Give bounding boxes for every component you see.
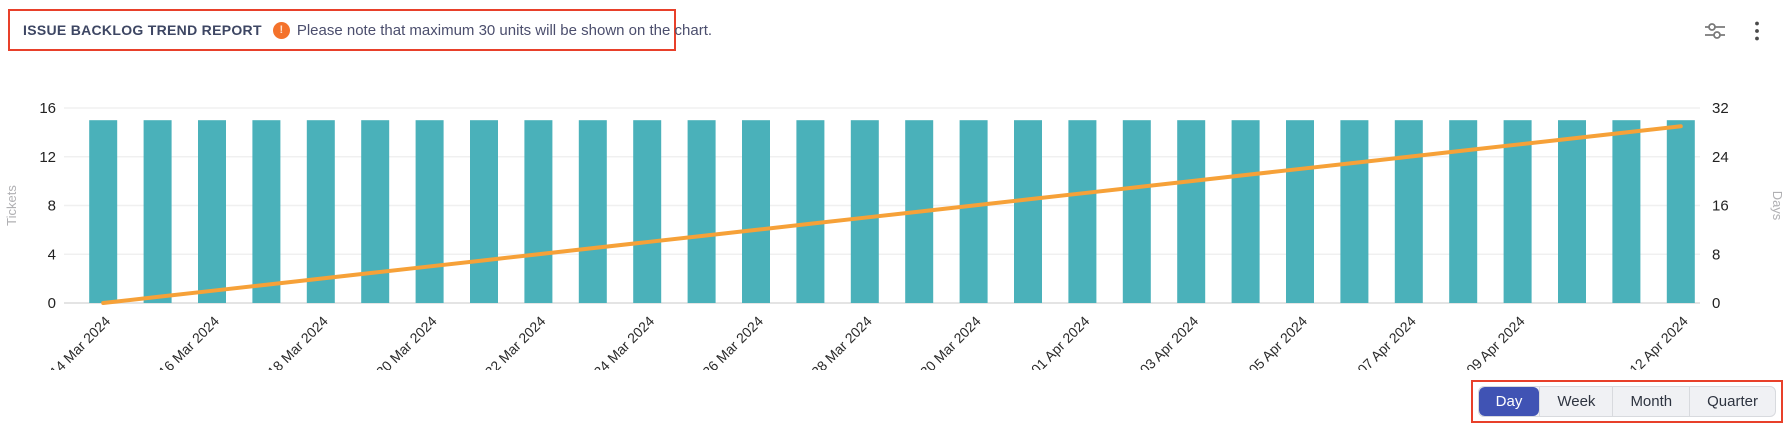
right-axis-tick: 8 xyxy=(1712,246,1720,263)
bar xyxy=(1558,120,1586,303)
left-axis-tick: 8 xyxy=(48,198,56,215)
bar xyxy=(1666,120,1695,303)
bar xyxy=(687,120,716,303)
chart-toolbar xyxy=(1702,18,1762,44)
bar xyxy=(1503,120,1532,303)
bar xyxy=(1014,120,1042,303)
bar xyxy=(524,120,553,303)
bar xyxy=(1286,120,1314,303)
period-option-month[interactable]: Month xyxy=(1612,387,1689,416)
x-axis-tick: 09 Apr 2024 xyxy=(1463,313,1528,370)
annotation-box-period-toggle: Day Week Month Quarter xyxy=(1470,380,1783,423)
bar xyxy=(850,120,879,303)
x-axis-tick: 28 Mar 2024 xyxy=(808,313,875,370)
right-axis-tick: 32 xyxy=(1712,100,1729,117)
bar xyxy=(470,120,498,303)
alert-circle-icon: ! xyxy=(272,21,290,39)
x-axis-tick: 24 Mar 2024 xyxy=(590,313,657,370)
x-axis-tick: 26 Mar 2024 xyxy=(699,313,766,370)
bar xyxy=(306,120,335,303)
period-toggle-group: Day Week Month Quarter xyxy=(1477,386,1776,417)
left-axis-tick: 12 xyxy=(39,149,56,166)
x-axis-tick: 22 Mar 2024 xyxy=(482,313,549,370)
filter-sliders-icon xyxy=(1705,23,1725,39)
max-units-note: ! Please note that maximum 30 units will… xyxy=(272,21,713,39)
x-axis-tick: 03 Apr 2024 xyxy=(1137,313,1202,370)
bar xyxy=(1612,120,1641,303)
gridlines: 0 0 4 8 8 16 12 24 16 32 xyxy=(39,100,1728,312)
annotation-box-header: ISSUE BACKLOG TREND REPORT ! Please note… xyxy=(8,9,712,51)
bar xyxy=(1340,120,1369,303)
period-option-quarter[interactable]: Quarter xyxy=(1689,387,1775,416)
period-option-day[interactable]: Day xyxy=(1478,387,1540,416)
x-axis-labels: 14 Mar 2024 16 Mar 2024 18 Mar 2024 20 Mar … xyxy=(46,313,1691,370)
right-axis-tick: 16 xyxy=(1712,198,1729,215)
bar xyxy=(1068,120,1097,303)
bar xyxy=(633,120,662,303)
bar xyxy=(959,120,988,303)
kebab-menu-icon xyxy=(1755,21,1759,41)
bar xyxy=(1231,120,1260,303)
left-axis-tick: 0 xyxy=(48,295,56,312)
bar xyxy=(1122,120,1151,303)
x-axis-tick: 14 Mar 2024 xyxy=(46,313,113,370)
left-axis-tick: 16 xyxy=(39,100,56,117)
bar xyxy=(742,120,770,303)
x-axis-tick: 07 Apr 2024 xyxy=(1354,313,1419,370)
bar xyxy=(198,120,226,303)
bar xyxy=(1177,120,1206,303)
x-axis-tick: 20 Mar 2024 xyxy=(373,313,440,370)
right-axis-tick: 0 xyxy=(1712,295,1720,312)
note-text: Please note that maximum 30 units will b… xyxy=(296,21,713,39)
left-axis-tick: 4 xyxy=(48,246,56,263)
trend-line-days xyxy=(101,124,1683,305)
right-axis-title: Days xyxy=(1770,191,1785,221)
page-title: ISSUE BACKLOG TREND REPORT xyxy=(23,22,262,38)
bar xyxy=(89,120,118,303)
bar xyxy=(252,120,281,303)
kebab-menu-button[interactable] xyxy=(1752,18,1762,44)
x-axis-tick: 12 Apr 2024 xyxy=(1626,313,1691,370)
bar xyxy=(796,120,825,303)
right-axis-tick: 24 xyxy=(1712,149,1729,166)
x-axis-tick: 01 Apr 2024 xyxy=(1028,313,1093,370)
bars-series-tickets xyxy=(89,120,1695,303)
bar xyxy=(1394,120,1423,303)
backlog-trend-chart: 0 0 4 8 8 16 12 24 16 32 Tickets Days 14 Mar 2024 16 … xyxy=(4,100,1785,370)
x-axis-tick: 05 Apr 2024 xyxy=(1245,313,1310,370)
bar xyxy=(143,120,172,303)
bar xyxy=(415,120,444,303)
x-axis-tick: 30 Mar 2024 xyxy=(917,313,984,370)
period-option-week[interactable]: Week xyxy=(1539,387,1612,416)
filter-sliders-button[interactable] xyxy=(1702,19,1728,43)
bar xyxy=(578,120,607,303)
x-axis-tick: 18 Mar 2024 xyxy=(264,313,331,370)
x-axis-tick: 16 Mar 2024 xyxy=(155,313,222,370)
left-axis-title: Tickets xyxy=(4,185,19,226)
